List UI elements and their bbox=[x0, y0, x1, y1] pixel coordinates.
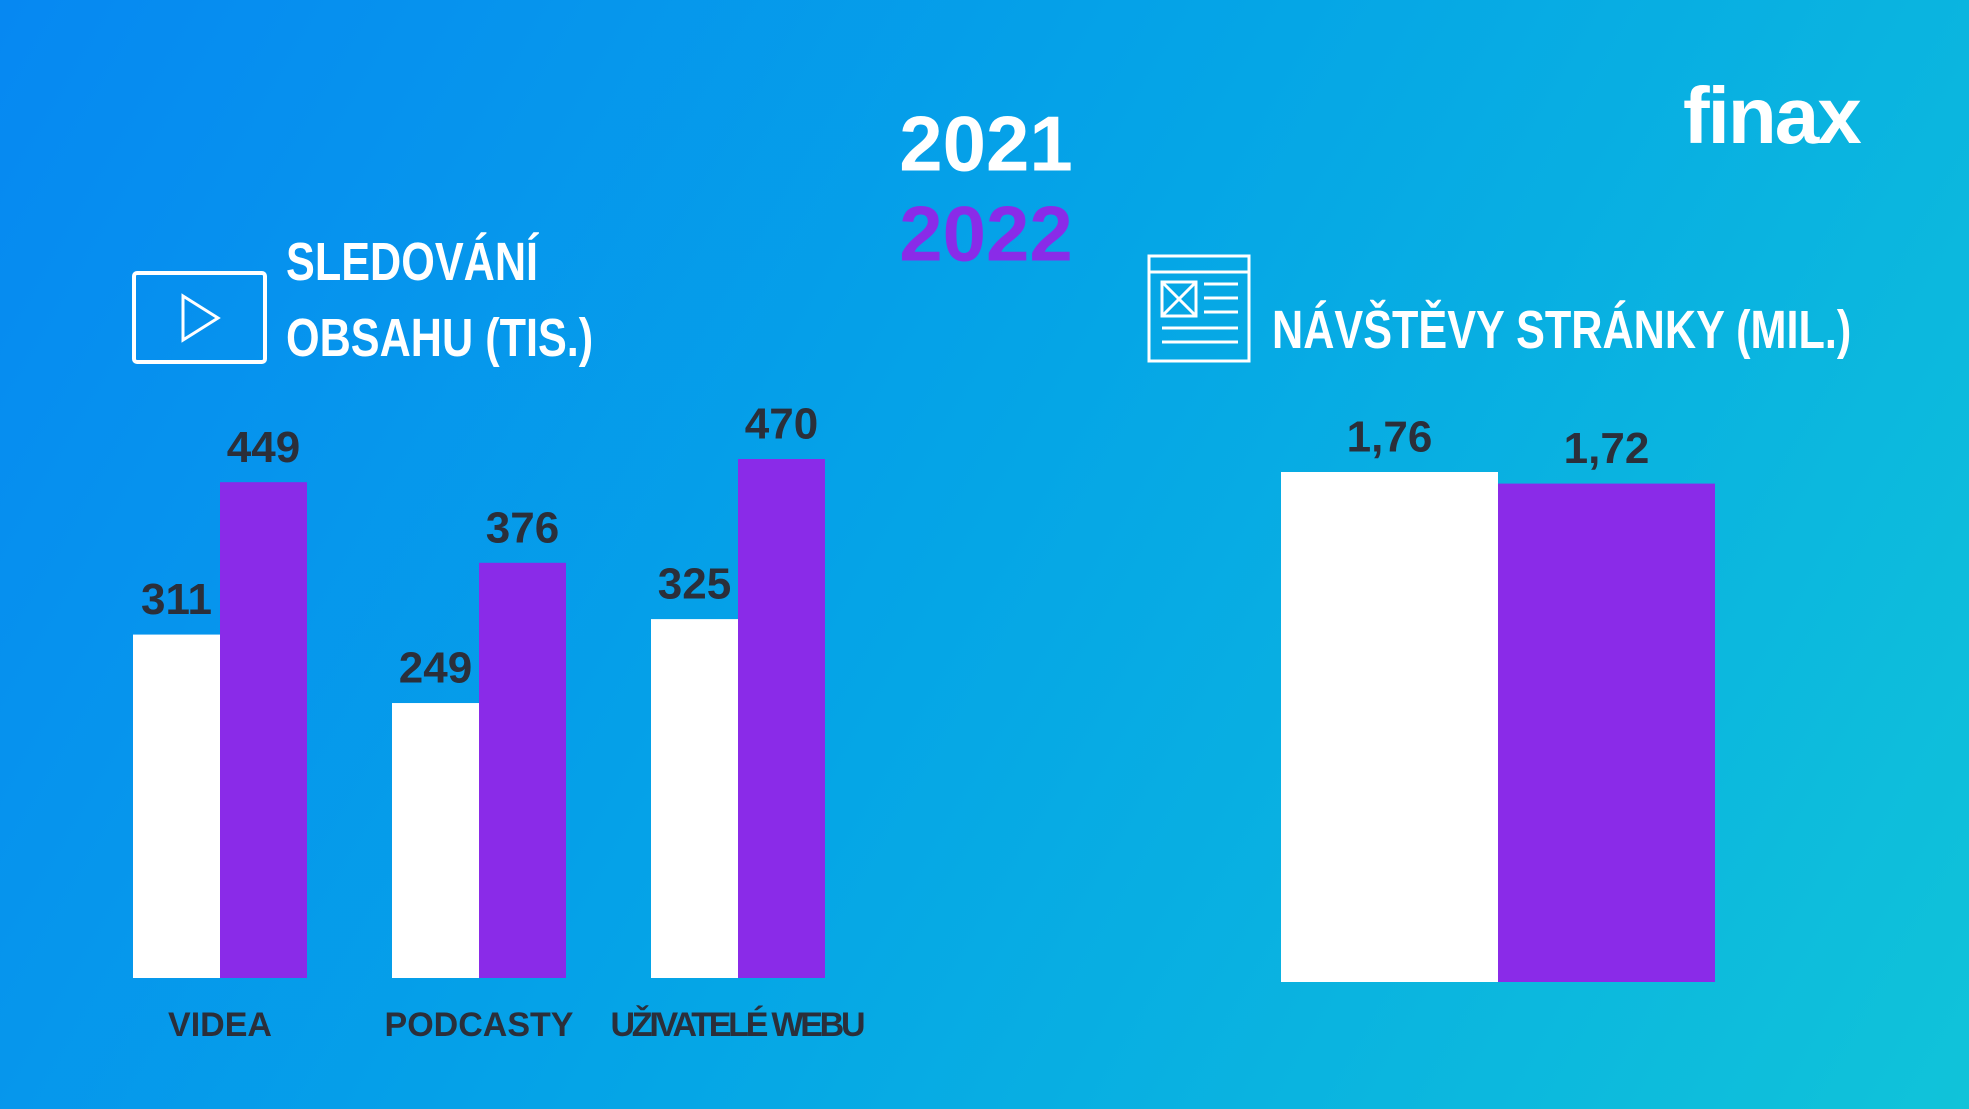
bar bbox=[133, 634, 220, 978]
data-label: 325 bbox=[658, 560, 731, 609]
bar bbox=[479, 562, 566, 978]
x-tick-label: UŽIVATELÉ WEBU bbox=[611, 1006, 866, 1044]
data-label: 449 bbox=[227, 423, 300, 472]
video-icon bbox=[132, 271, 267, 364]
data-label: 249 bbox=[399, 644, 472, 693]
x-tick-label: VIDEA bbox=[168, 1006, 272, 1044]
data-label: 470 bbox=[745, 400, 818, 449]
chart-title: NÁVŠTĚVY STRÁNKY (MIL.) bbox=[1272, 300, 1852, 360]
bar bbox=[220, 482, 307, 978]
legend-entry: 2022 bbox=[899, 190, 1073, 278]
web-icon bbox=[1147, 254, 1251, 363]
bar bbox=[738, 459, 825, 978]
logo: finax bbox=[1683, 71, 1862, 160]
bar bbox=[392, 703, 479, 978]
x-tick-label: PODCASTY bbox=[385, 1006, 574, 1044]
bar bbox=[1498, 483, 1715, 982]
legend-entry: 2021 bbox=[899, 100, 1073, 188]
data-label: 311 bbox=[141, 575, 212, 624]
data-label: 376 bbox=[486, 503, 559, 552]
chart-title: SLEDOVÁNÍ OBSAHU (TIS.) bbox=[286, 232, 594, 368]
data-label: 1,76 bbox=[1347, 413, 1433, 462]
data-label: 1,72 bbox=[1564, 424, 1650, 473]
bar bbox=[651, 619, 738, 978]
bar bbox=[1281, 472, 1498, 982]
